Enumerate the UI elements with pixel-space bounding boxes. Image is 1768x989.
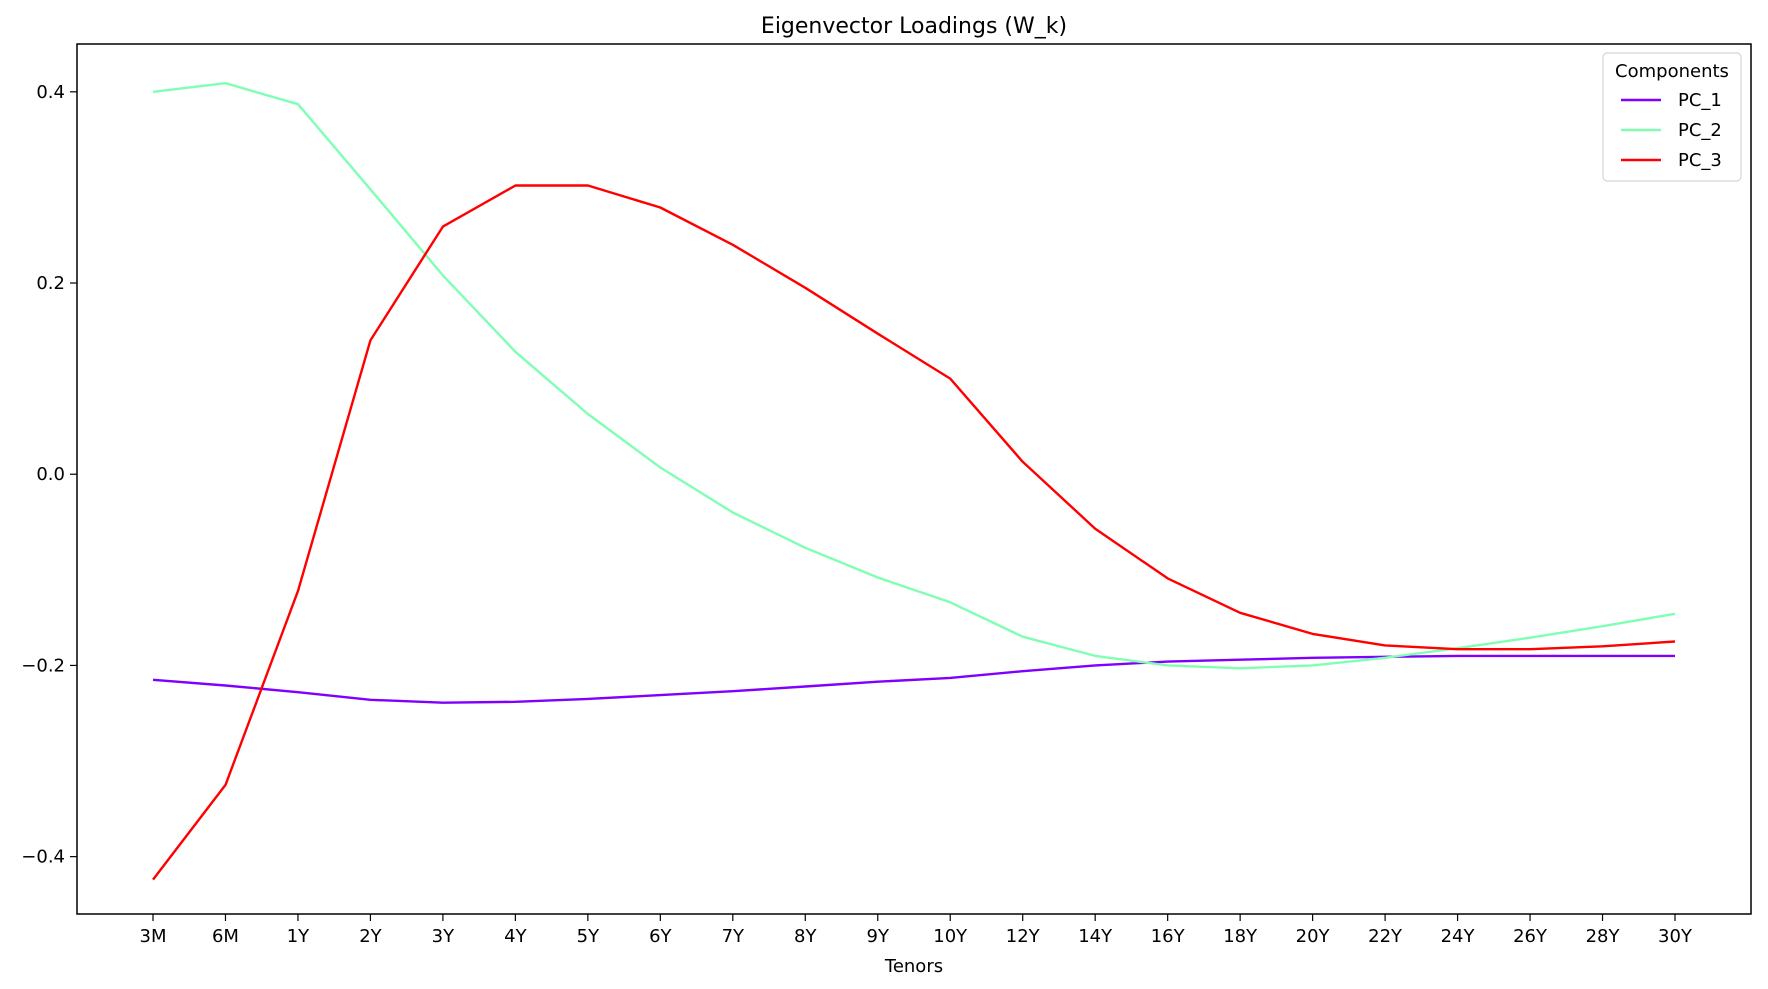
x-tick-label: 6Y bbox=[649, 926, 672, 947]
x-tick-label: 14Y bbox=[1078, 926, 1113, 947]
x-tick-label: 4Y bbox=[504, 926, 527, 947]
x-tick-label: 30Y bbox=[1658, 926, 1693, 947]
y-tick-label: 0.4 bbox=[36, 82, 65, 103]
x-tick-label: 6M bbox=[212, 926, 239, 947]
x-tick-label: 26Y bbox=[1513, 926, 1548, 947]
y-tick-label: −0.2 bbox=[21, 655, 65, 676]
x-tick-label: 16Y bbox=[1151, 926, 1186, 947]
series-line-pc-2 bbox=[152, 81, 1676, 670]
x-tick-label: 2Y bbox=[359, 926, 382, 947]
x-tick-label: 9Y bbox=[867, 926, 890, 947]
y-tick-label: 0.0 bbox=[36, 464, 65, 485]
series-line-pc-1 bbox=[152, 654, 1675, 704]
legend-box bbox=[1602, 52, 1742, 182]
x-tick-label: 22Y bbox=[1368, 926, 1403, 947]
x-tick-label: 8Y bbox=[794, 926, 817, 947]
x-tick-label: 7Y bbox=[722, 926, 745, 947]
x-tick-label: 20Y bbox=[1296, 926, 1331, 947]
x-tick-label: 18Y bbox=[1223, 926, 1258, 947]
x-tick-label: 28Y bbox=[1586, 926, 1621, 947]
legend-title: Components bbox=[1615, 61, 1729, 82]
legend-label: PC_1 bbox=[1678, 90, 1722, 111]
legend-label: PC_3 bbox=[1678, 150, 1722, 171]
x-tick-label: 12Y bbox=[1006, 926, 1041, 947]
legend: Components PC_1 PC_2 PC_3 bbox=[1602, 52, 1742, 182]
series-layer bbox=[152, 81, 1676, 881]
series-line-pc-3 bbox=[152, 184, 1676, 881]
y-tick-label: −0.4 bbox=[21, 847, 65, 868]
chart-title: Eigenvector Loadings (W_k) bbox=[761, 14, 1067, 39]
x-tick-label: 5Y bbox=[577, 926, 600, 947]
y-tick-label: 0.2 bbox=[36, 273, 65, 294]
y-axis: −0.4 −0.2 0.0 0.2 0.4 bbox=[21, 82, 77, 868]
x-tick-label: 1Y bbox=[287, 926, 310, 947]
x-axis: 3M 6M 1Y 2Y 3Y 4Y 5Y 6Y 7Y 8Y 9Y 10Y 12Y 14Y 16Y 18Y 20Y… bbox=[140, 914, 1693, 947]
x-axis-label: Tenors bbox=[884, 956, 943, 977]
x-tick-label: 3Y bbox=[432, 926, 455, 947]
plot-frame bbox=[76, 43, 1752, 915]
legend-label: PC_2 bbox=[1678, 120, 1722, 141]
x-tick-label: 3M bbox=[140, 926, 167, 947]
x-tick-label: 24Y bbox=[1441, 926, 1476, 947]
x-tick-label: 10Y bbox=[933, 926, 968, 947]
